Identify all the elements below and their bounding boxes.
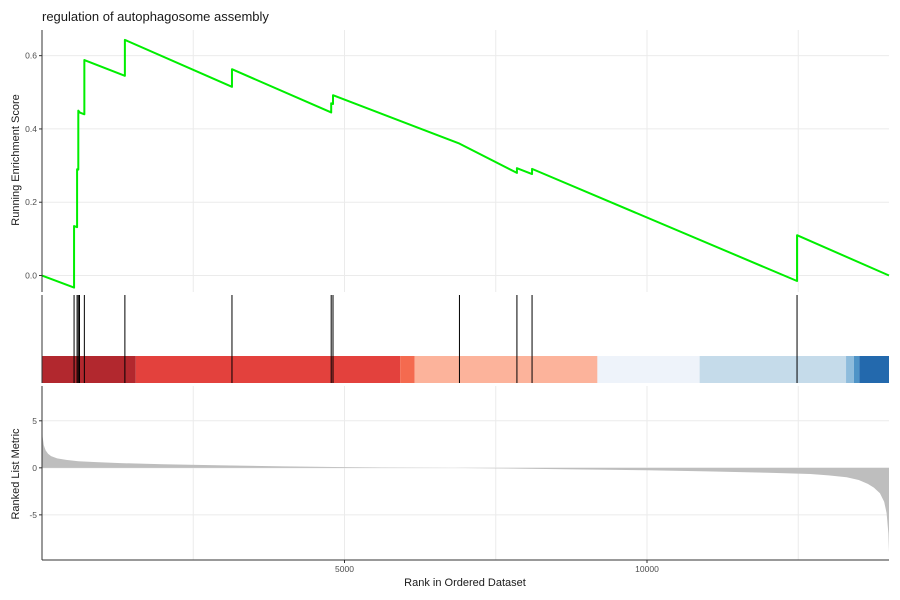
y-tick-label: 0.2	[25, 197, 37, 207]
x-axis-title: Rank in Ordered Dataset	[404, 577, 526, 589]
ranked-metric-panel: 5 0 -5 5000 10000 Ranked List Metric	[10, 386, 889, 574]
gene-hit-ticks	[73, 295, 798, 383]
y-tick-label: 0.4	[25, 124, 37, 134]
color-band	[414, 356, 598, 383]
x-tick-label: 10000	[635, 564, 659, 574]
y-tick-label: -5	[29, 510, 37, 520]
chart-title: regulation of autophagosome assembly	[42, 9, 269, 24]
running-score-y-axis: 0.0 0.2 0.4 0.6	[25, 30, 43, 292]
running-score-axis-title: Running Enrichment Score	[10, 94, 22, 225]
color-band	[400, 356, 415, 383]
y-tick-label: 0	[32, 463, 37, 473]
ranked-metric-area-group	[42, 421, 889, 553]
running-score-curve-group	[41, 38, 890, 289]
color-band	[859, 356, 889, 383]
running-score-line	[41, 38, 890, 289]
y-tick-label: 0.6	[25, 51, 37, 61]
running-score-panel: 0.0 0.2 0.4 0.6 Running Enrichment Score	[10, 30, 890, 292]
color-band	[135, 356, 401, 383]
running-score-gridlines	[42, 30, 889, 292]
y-tick-label: 0.0	[25, 271, 37, 281]
ranked-metric-gridlines	[42, 386, 889, 560]
color-band	[853, 356, 860, 383]
color-band	[42, 356, 136, 383]
y-tick-label: 5	[32, 416, 37, 426]
color-band	[597, 356, 700, 383]
x-tick-label: 5000	[335, 564, 354, 574]
hit-panel	[41, 295, 889, 383]
color-band	[699, 356, 847, 383]
x-axis: 5000 10000	[42, 559, 889, 574]
ranked-metric-y-axis: 5 0 -5	[29, 386, 43, 560]
ranking-color-bar	[42, 356, 889, 383]
ranked-metric-area	[42, 421, 889, 553]
color-band	[846, 356, 854, 383]
ranked-metric-axis-title: Ranked List Metric	[10, 428, 22, 520]
